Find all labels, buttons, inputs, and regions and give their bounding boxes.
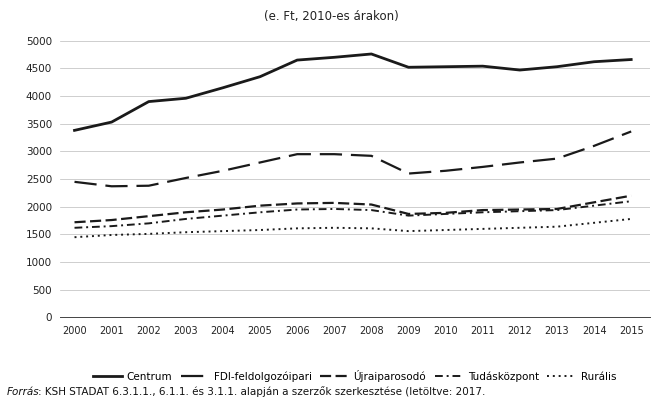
Legend: Centrum, FDI-feldolgozóipari, Újraiparosodó, Tudásközpont, Rurális: Centrum, FDI-feldolgozóipari, Újraiparos… xyxy=(93,370,616,382)
Text: Forrás: Forrás xyxy=(7,387,39,397)
Text: (e. Ft, 2010-es árakon): (e. Ft, 2010-es árakon) xyxy=(264,10,399,23)
Text: : KSH STADAT 6.3.1.1., 6.1.1. és 3.1.1. alapján a szerzők szerkesztése (letöltve: : KSH STADAT 6.3.1.1., 6.1.1. és 3.1.1. … xyxy=(38,386,486,397)
